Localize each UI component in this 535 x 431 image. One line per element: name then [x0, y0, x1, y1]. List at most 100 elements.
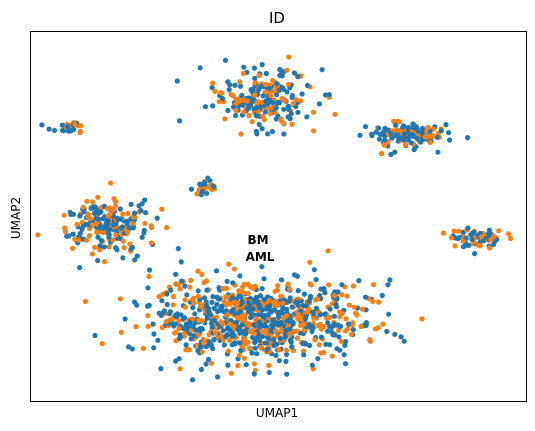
scatter-point — [237, 273, 243, 279]
scatter-point — [263, 306, 269, 312]
scatter-point — [213, 268, 220, 274]
scatter-point — [391, 118, 397, 124]
scatter-point — [195, 268, 201, 274]
scatter-point — [379, 292, 385, 299]
scatter-point — [247, 307, 253, 313]
scatter-point — [460, 238, 466, 244]
scatter-point — [173, 358, 179, 364]
scatter-point — [241, 290, 247, 296]
scatter-point — [68, 211, 74, 217]
scatter-point — [101, 259, 107, 265]
scatter-point — [236, 352, 242, 358]
scatter-point — [203, 361, 209, 367]
scatter-point — [124, 229, 131, 235]
scatter-point — [434, 134, 440, 140]
scatter-point — [82, 298, 88, 305]
scatter-point — [241, 109, 247, 115]
scatter-point — [345, 326, 351, 332]
scatter-point — [427, 139, 433, 145]
scatter-point — [95, 194, 101, 200]
scatter-point — [76, 237, 82, 243]
scatter-point — [278, 118, 284, 124]
scatter-point — [216, 99, 222, 105]
scatter-point — [298, 98, 304, 104]
scatter-point — [265, 131, 271, 137]
scatter-point — [187, 320, 193, 326]
scatter-point — [259, 328, 265, 334]
scatter-point — [209, 299, 215, 305]
scatter-point — [195, 332, 202, 338]
scatter-point — [94, 229, 100, 235]
scatter-point — [425, 124, 431, 130]
scatter-point — [287, 286, 293, 292]
scatter-point — [238, 131, 244, 137]
scatter-point — [274, 92, 280, 98]
scatter-point — [252, 92, 258, 98]
scatter-point — [208, 342, 214, 348]
scatter-point — [253, 294, 259, 300]
scatter-point — [196, 317, 202, 323]
scatter-point — [447, 137, 453, 143]
scatter-point — [225, 348, 231, 354]
scatter-point — [178, 259, 184, 265]
scatter-point — [266, 362, 272, 369]
scatter-point — [255, 99, 261, 105]
scatter-point — [285, 81, 292, 87]
scatter-point — [335, 327, 342, 333]
scatter-point — [259, 99, 265, 105]
scatter-point — [134, 253, 140, 259]
scatter-point — [357, 132, 363, 138]
scatter-point — [197, 65, 203, 71]
scatter-point — [388, 131, 394, 137]
scatter-point — [478, 234, 484, 240]
scatter-point — [395, 132, 401, 138]
scatter-point — [167, 309, 174, 315]
scatter-point — [350, 327, 356, 333]
scatter-point — [339, 292, 345, 298]
scatter-point — [328, 329, 334, 335]
scatter-point — [120, 211, 126, 217]
scatter-point — [120, 255, 126, 261]
scatter-point — [261, 276, 267, 282]
scatter-point — [379, 150, 385, 157]
scatter-point — [289, 344, 295, 350]
scatter-point — [177, 366, 183, 372]
scatter-point — [295, 74, 301, 80]
scatter-point — [77, 130, 83, 136]
scatter-point — [210, 80, 216, 86]
scatter-point — [344, 293, 350, 299]
scatter-point — [435, 149, 441, 155]
scatter-point — [280, 300, 286, 306]
scatter-point — [224, 332, 230, 338]
scatter-point — [269, 129, 275, 135]
scatter-point — [476, 242, 482, 249]
scatter-point — [155, 337, 161, 343]
scatter-point — [164, 225, 170, 231]
scatter-point — [256, 323, 263, 329]
scatter-point — [199, 326, 205, 332]
scatter-point — [265, 312, 271, 318]
scatter-point — [241, 64, 247, 70]
scatter-point — [134, 302, 140, 308]
scatter-point — [145, 313, 151, 319]
scatter-point — [203, 278, 210, 284]
scatter-point — [271, 302, 277, 308]
scatter-point — [146, 273, 152, 280]
scatter-point — [438, 128, 444, 134]
scatter-point — [243, 362, 249, 368]
scatter-point — [174, 314, 180, 320]
scatter-point — [92, 332, 98, 339]
scatter-point — [72, 121, 78, 127]
scatter-point — [97, 223, 103, 229]
scatter-point — [284, 299, 290, 305]
scatter-point — [113, 199, 119, 205]
scatter-point — [290, 321, 296, 327]
scatter-point — [309, 362, 315, 368]
scatter-point — [229, 333, 235, 339]
scatter-point — [307, 259, 313, 265]
cluster-label-aml: AML — [246, 250, 275, 264]
scatter-point — [131, 210, 138, 216]
scatter-point — [297, 323, 304, 329]
scatter-point — [343, 361, 349, 367]
